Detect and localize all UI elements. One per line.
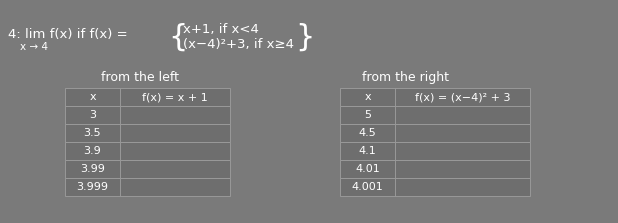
Text: from the left: from the left (101, 71, 179, 84)
Text: {: { (168, 23, 187, 52)
Text: 4.01: 4.01 (355, 164, 380, 174)
Bar (340, 88, 530, 106)
Bar (340, 160, 530, 178)
Bar (340, 178, 530, 196)
Bar (65, 124, 230, 142)
Text: 4.001: 4.001 (352, 182, 383, 192)
Text: 5: 5 (364, 110, 371, 120)
Text: }: } (295, 23, 315, 52)
Text: x → 4: x → 4 (20, 42, 48, 52)
Text: x: x (364, 92, 371, 102)
Text: 4.5: 4.5 (358, 128, 376, 138)
Text: f(x) = (x−4)² + 3: f(x) = (x−4)² + 3 (415, 92, 510, 102)
Text: 3.9: 3.9 (83, 146, 101, 156)
Text: f(x) = x + 1: f(x) = x + 1 (142, 92, 208, 102)
Bar (65, 88, 230, 106)
Text: x+1, if x<4: x+1, if x<4 (183, 23, 259, 36)
Bar (65, 160, 230, 178)
Text: (x−4)²+3, if x≥4: (x−4)²+3, if x≥4 (183, 38, 294, 51)
Text: from the right: from the right (362, 71, 449, 84)
Text: 4: lim f(x) if f(x) =: 4: lim f(x) if f(x) = (8, 28, 128, 41)
Text: 3.99: 3.99 (80, 164, 105, 174)
Bar (65, 106, 230, 124)
Bar (65, 178, 230, 196)
Bar (340, 106, 530, 124)
Text: 3: 3 (89, 110, 96, 120)
Bar (340, 124, 530, 142)
Bar (340, 142, 530, 160)
Text: 3.5: 3.5 (83, 128, 101, 138)
Text: 3.999: 3.999 (77, 182, 109, 192)
Text: 4.1: 4.1 (358, 146, 376, 156)
Bar (65, 142, 230, 160)
Text: x: x (89, 92, 96, 102)
